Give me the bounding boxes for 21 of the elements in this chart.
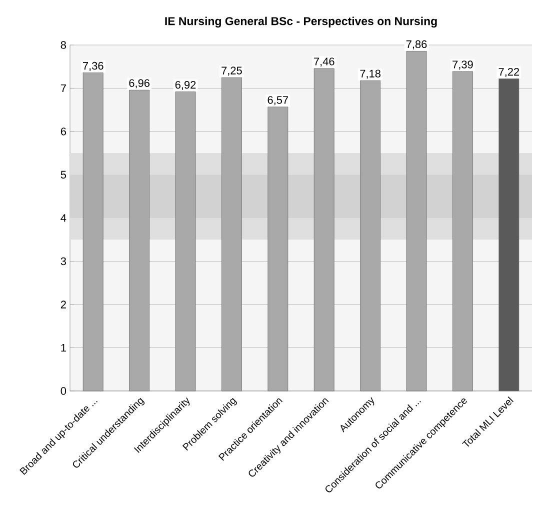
bar (498, 78, 520, 392)
data-label: 7,39 (452, 60, 473, 70)
y-tick-label: 6 (60, 128, 66, 136)
y-tick-label: 2 (60, 300, 66, 308)
data-label: 7,18 (360, 70, 380, 79)
data-label: 7,46 (314, 58, 334, 67)
y-tick-label: 3 (60, 257, 66, 266)
data-label: 7,22 (498, 68, 520, 78)
y-tick-label: 4 (60, 214, 66, 222)
y-tick-label: 1 (61, 344, 66, 352)
y-tick-label: 7 (60, 84, 66, 92)
y-tick-label: 5 (60, 170, 66, 179)
data-label: 6,96 (129, 79, 150, 88)
data-label: 7,25 (222, 66, 242, 76)
y-tick-label: 0 (60, 387, 66, 395)
chart-title: IE Nursing General BSc - Perspectives on Nursing (165, 16, 437, 28)
data-label: 7,36 (83, 62, 104, 71)
data-label: 7,86 (406, 40, 427, 50)
y-tick-label: 8 (60, 41, 66, 49)
data-label: 6,92 (175, 80, 196, 90)
data-label: 6,57 (268, 96, 288, 106)
